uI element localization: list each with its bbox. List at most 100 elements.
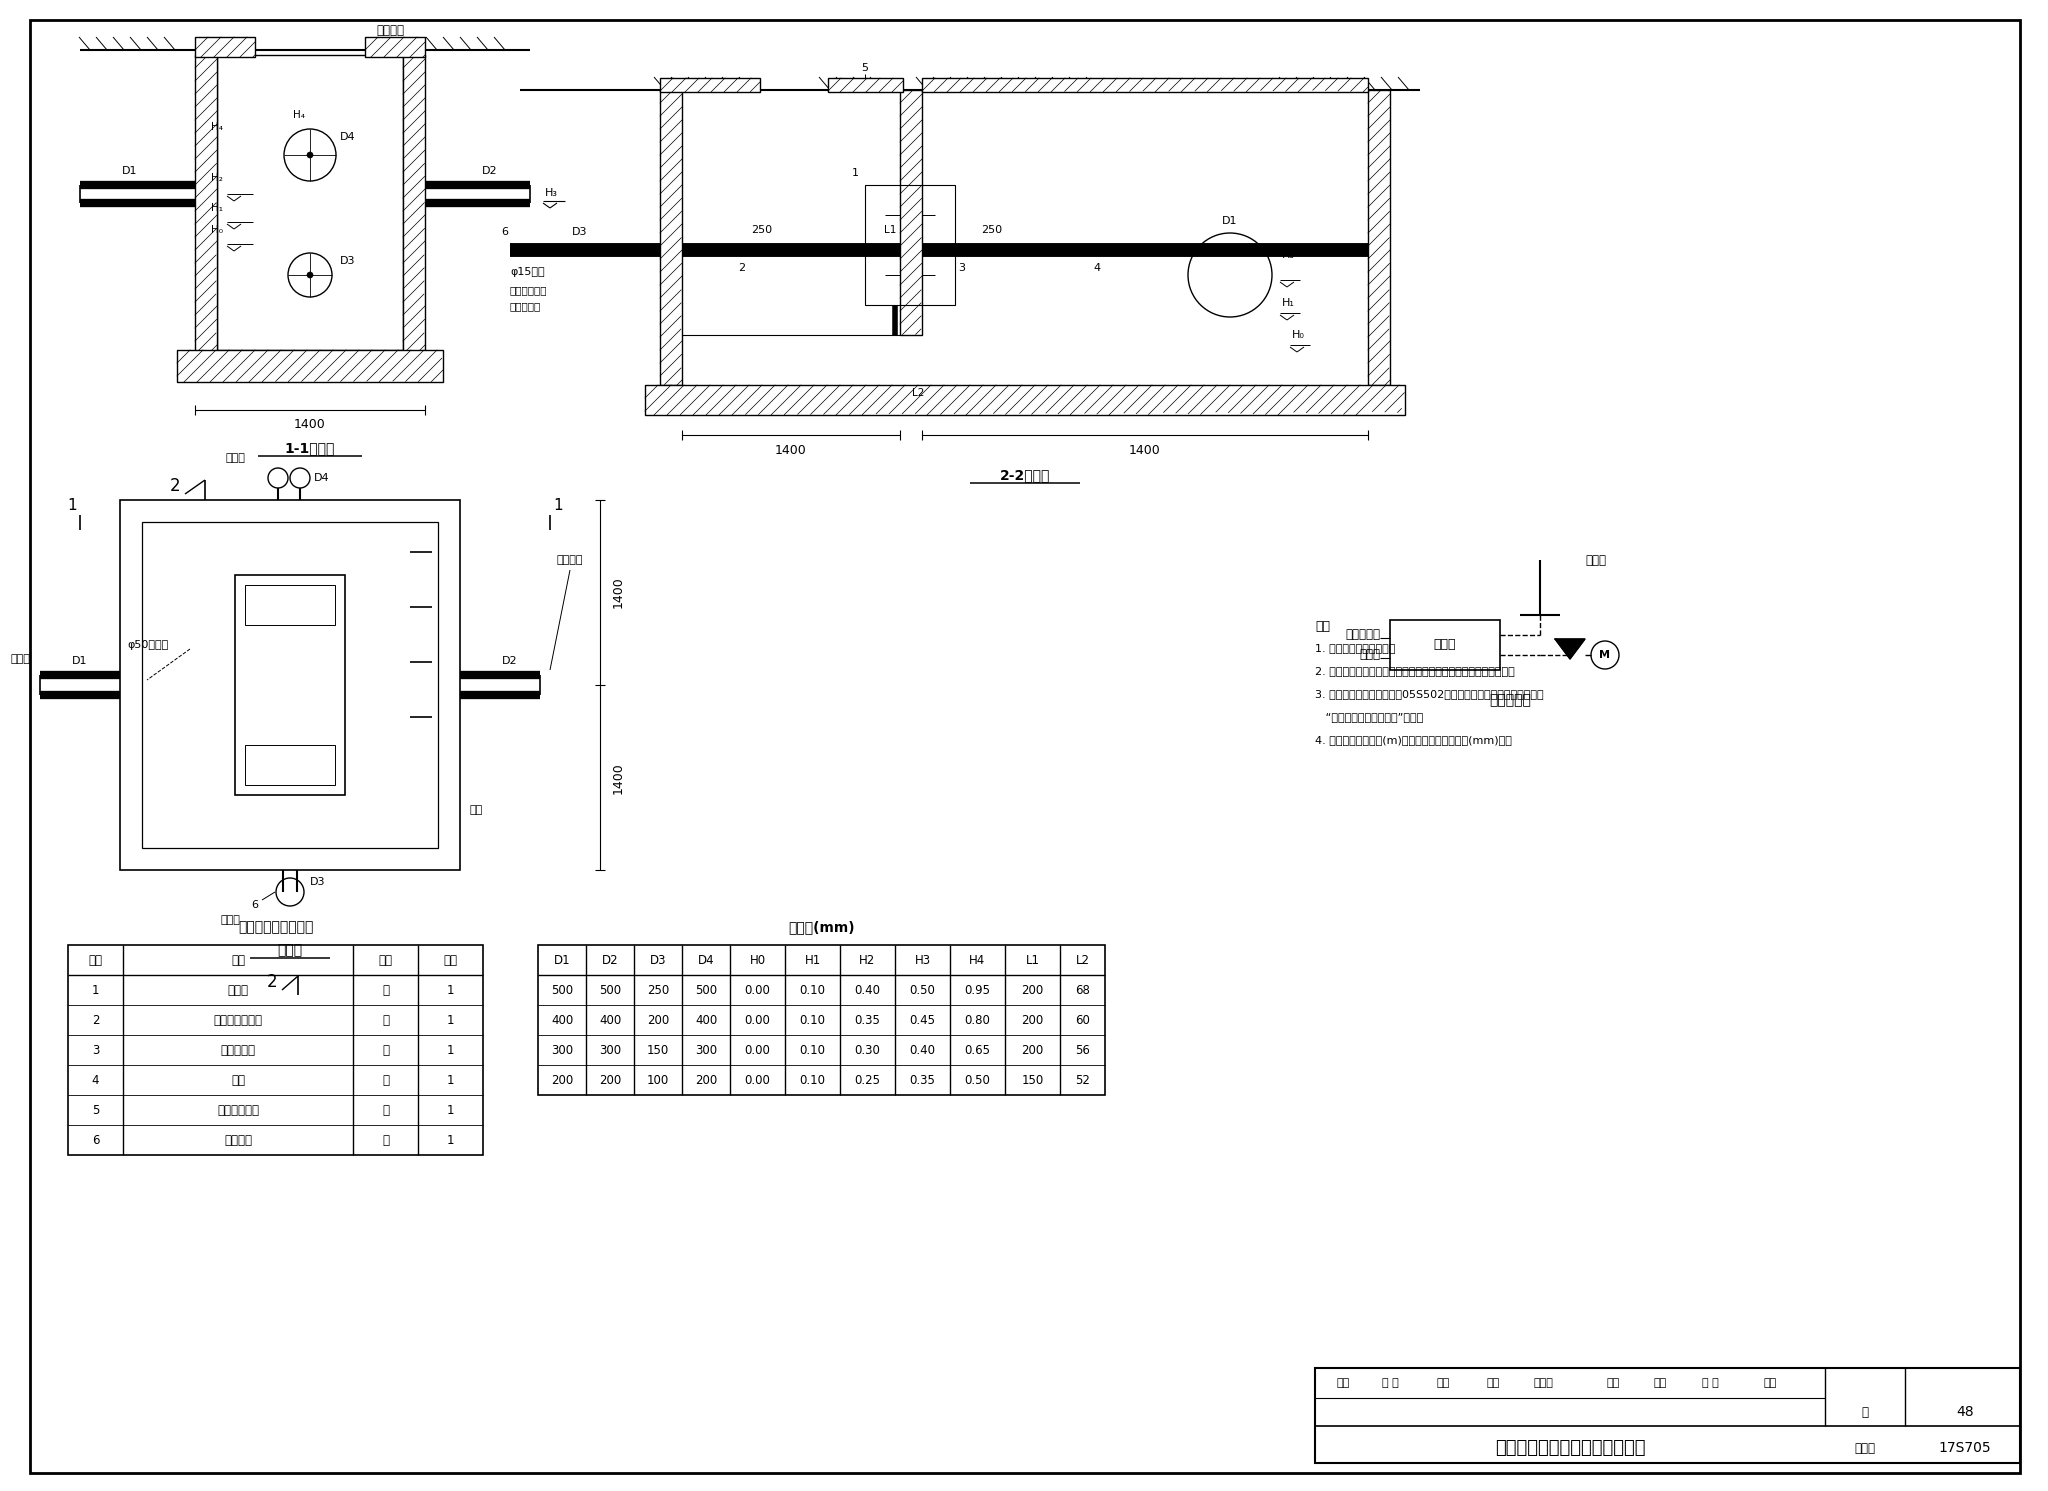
Text: H₃: H₃ [545,188,557,198]
Text: 图集号: 图集号 [1855,1442,1876,1455]
Text: 1: 1 [92,984,98,996]
Text: 申 静: 申 静 [1382,1378,1399,1388]
Text: 序号: 序号 [88,954,102,966]
Bar [899,89,922,335]
Bar [539,945,1106,1094]
Text: 组: 组 [383,1133,389,1147]
Text: 0.45: 0.45 [909,1014,936,1026]
Text: 1-1剖面图: 1-1剖面图 [285,441,336,455]
Text: 张超: 张超 [1763,1378,1776,1388]
Text: L2: L2 [1075,954,1090,966]
Text: 200: 200 [694,1074,717,1087]
Text: φ15穿孔: φ15穿孔 [510,267,545,277]
Text: 5: 5 [862,63,868,73]
Text: 2: 2 [739,262,745,273]
Text: D3: D3 [649,954,666,966]
Text: 200: 200 [551,1074,573,1087]
Text: 5: 5 [92,1103,98,1117]
Circle shape [307,271,313,277]
Text: 100: 100 [647,1074,670,1087]
Text: L1: L1 [885,225,897,236]
Text: 1400: 1400 [612,576,625,608]
Text: 0.40: 0.40 [854,984,881,996]
Polygon shape [1554,640,1585,659]
Text: 1: 1 [852,168,858,177]
Text: 0.00: 0.00 [745,984,770,996]
Text: 张 超: 张 超 [1702,1378,1718,1388]
Text: 1: 1 [446,1044,455,1057]
Text: 300: 300 [694,1044,717,1057]
Text: 500: 500 [551,984,573,996]
Text: H₁: H₁ [1282,298,1294,309]
Bar [922,78,1368,92]
Text: H₁: H₁ [211,203,223,213]
Text: 500: 500 [694,984,717,996]
Text: D1: D1 [72,656,88,666]
Text: 审核: 审核 [1337,1378,1350,1388]
Text: H3: H3 [915,954,930,966]
Text: 3: 3 [92,1044,98,1057]
Text: D1: D1 [553,954,569,966]
Text: H0: H0 [750,954,766,966]
Bar [659,89,682,385]
Text: 溢流管: 溢流管 [225,453,246,464]
Text: 2: 2 [92,1014,98,1026]
Text: 250: 250 [752,225,772,236]
Text: 1400: 1400 [612,762,625,793]
Text: 个: 个 [383,984,389,996]
Text: 0.10: 0.10 [799,984,825,996]
Text: 0.10: 0.10 [799,1074,825,1087]
Text: 供电及信号线: 供电及信号线 [217,1103,258,1117]
Text: 弃流管: 弃流管 [1585,553,1606,567]
Text: H4: H4 [969,954,985,966]
Text: 6: 6 [92,1133,98,1147]
Text: 流量传感器: 流量传感器 [1346,629,1380,641]
Text: 设计: 设计 [1653,1378,1667,1388]
Text: H1: H1 [805,954,821,966]
Text: D1: D1 [123,166,137,176]
Circle shape [307,152,313,158]
Bar [141,522,438,848]
Text: H₀: H₀ [211,225,223,236]
Bar [1391,620,1499,669]
Bar [864,185,954,306]
Bar [659,78,760,92]
Text: 1: 1 [446,1103,455,1117]
Bar [195,55,217,371]
Bar [1315,1369,2019,1463]
Text: D4: D4 [340,133,356,142]
Text: 0.00: 0.00 [745,1014,770,1026]
Text: D2: D2 [602,954,618,966]
Text: 1: 1 [446,1074,455,1087]
Text: D4: D4 [313,473,330,483]
Text: 1: 1 [446,984,455,996]
Text: 3. 井体做法可参照图标图集05S502《室外给水管道附属构筑物》中的: 3. 井体做法可参照图标图集05S502《室外给水管道附属构筑物》中的 [1315,689,1544,699]
Text: 电动阀: 电动阀 [1360,649,1380,662]
Text: D3: D3 [309,877,326,887]
Text: 6: 6 [502,227,508,237]
Text: D1: D1 [1223,216,1237,227]
Text: 300: 300 [551,1044,573,1057]
Text: 3: 3 [958,262,965,273]
Text: 500: 500 [598,984,621,996]
Text: 200: 200 [647,1014,670,1026]
Text: 68: 68 [1075,984,1090,996]
Bar [217,55,403,350]
Text: D2: D2 [502,656,518,666]
Text: 17S705: 17S705 [1939,1440,1991,1455]
Text: 1400: 1400 [295,417,326,431]
Text: 0.30: 0.30 [854,1044,881,1057]
Text: 6: 6 [252,901,258,910]
Text: “钢筋混凝土矩形水表井”做法。: “钢筋混凝土矩形水表井”做法。 [1315,713,1423,722]
Text: 组: 组 [383,1103,389,1117]
Text: 0.35: 0.35 [854,1014,881,1026]
Bar [365,37,426,57]
Bar [236,576,344,795]
Text: H₀: H₀ [1292,330,1305,340]
Bar [246,584,336,625]
Text: 个: 个 [383,1044,389,1057]
Bar [176,350,442,382]
Text: 60: 60 [1075,1014,1090,1026]
Bar [645,385,1405,414]
Text: 1: 1 [553,498,563,513]
